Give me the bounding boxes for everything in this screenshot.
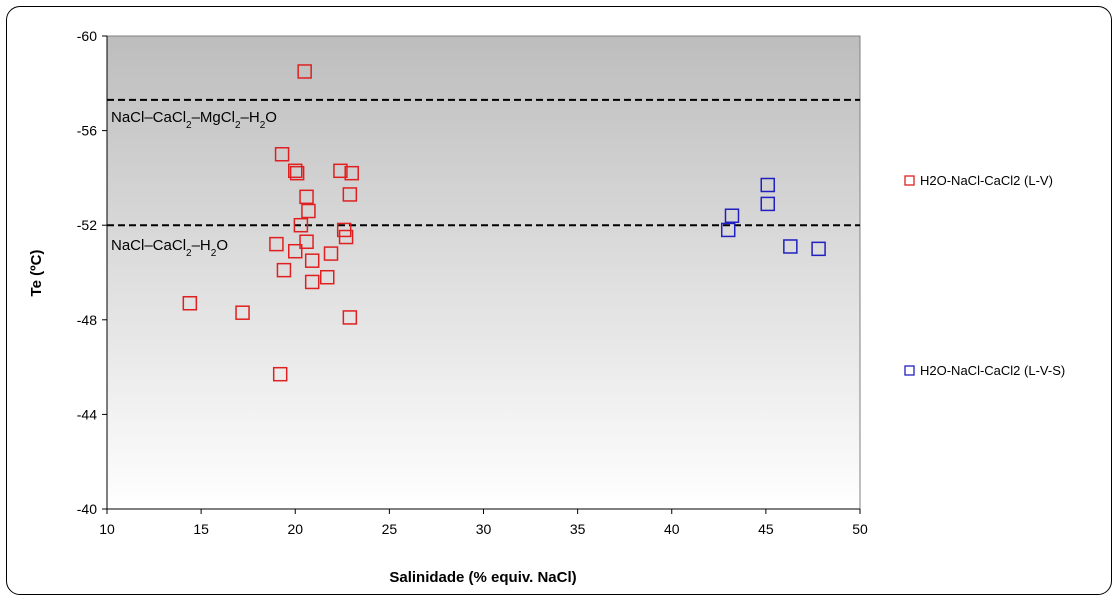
x-tick-label: 35 <box>570 521 586 537</box>
data-point-series-2 <box>811 241 826 257</box>
plot-area <box>106 35 861 510</box>
x-tick-label: 30 <box>476 521 492 537</box>
data-point-series-1 <box>272 366 288 382</box>
x-tick-label: 50 <box>852 521 868 537</box>
data-point-series-1 <box>338 229 354 245</box>
data-point-series-1 <box>299 189 314 205</box>
data-point-series-2 <box>724 208 740 223</box>
y-axis-title: Te (ºC) <box>28 250 45 297</box>
data-point-series-1 <box>342 310 358 325</box>
y-tick-label: -48 <box>77 312 97 328</box>
y-tick-label: -56 <box>77 123 97 139</box>
data-point-series-1 <box>344 165 359 181</box>
y-tick-label: -52 <box>77 217 97 233</box>
data-point-series-1 <box>342 187 358 202</box>
data-point-series-1 <box>289 165 305 181</box>
annotation-nacl-cacl2-h2o: NaCl–CaCl2–H2O <box>111 237 228 259</box>
data-point-series-2 <box>783 239 798 254</box>
data-point-series-1 <box>333 163 348 179</box>
annotation-nacl-cacl2-mgcl2-h2o: NaCl–CaCl2–MgCl2–H2O <box>111 109 277 131</box>
legend-marker <box>904 175 915 186</box>
data-point-series-2 <box>760 196 776 212</box>
data-point-series-2 <box>760 177 776 193</box>
data-point-series-2 <box>720 222 736 238</box>
data-point-series-1 <box>323 246 339 261</box>
data-point-series-1 <box>182 295 198 311</box>
legend: H2O-NaCl-CaCl2 (L-V) H2O-NaCl-CaCl2 (L-V-… <box>904 173 1065 378</box>
x-tick-label: 20 <box>287 521 303 537</box>
data-point-series-1 <box>320 269 335 285</box>
data-point-series-1 <box>304 274 320 290</box>
x-tick-label: 10 <box>99 521 115 537</box>
x-tick-label: 40 <box>664 521 680 537</box>
x-tick-label: 25 <box>382 521 398 537</box>
y-tick-label: -44 <box>77 406 97 422</box>
legend-label: H2O-NaCl-CaCl2 (L-V) <box>920 173 1053 188</box>
data-point-series-1 <box>299 234 314 250</box>
x-tick-label: 15 <box>193 521 209 537</box>
data-point-series-1 <box>288 163 303 179</box>
legend-label: H2O-NaCl-CaCl2 (L-V-S) <box>920 363 1065 378</box>
data-point-series-1 <box>269 236 284 252</box>
legend-marker <box>904 365 915 376</box>
data-point-series-1 <box>288 243 303 259</box>
data-point-series-1 <box>304 253 320 268</box>
data-point-series-1 <box>301 203 316 219</box>
y-tick-label: -40 <box>77 501 97 517</box>
x-axis-title: Salinidade (% equiv. NaCl) <box>389 569 576 586</box>
data-point-series-1 <box>274 147 290 162</box>
x-tick-label: 45 <box>758 521 774 537</box>
y-tick-label: -60 <box>77 28 97 44</box>
data-point-series-1 <box>235 305 250 320</box>
data-point-series-1 <box>297 64 312 79</box>
data-point-series-1 <box>276 262 292 278</box>
data-point-series-1 <box>293 217 309 233</box>
